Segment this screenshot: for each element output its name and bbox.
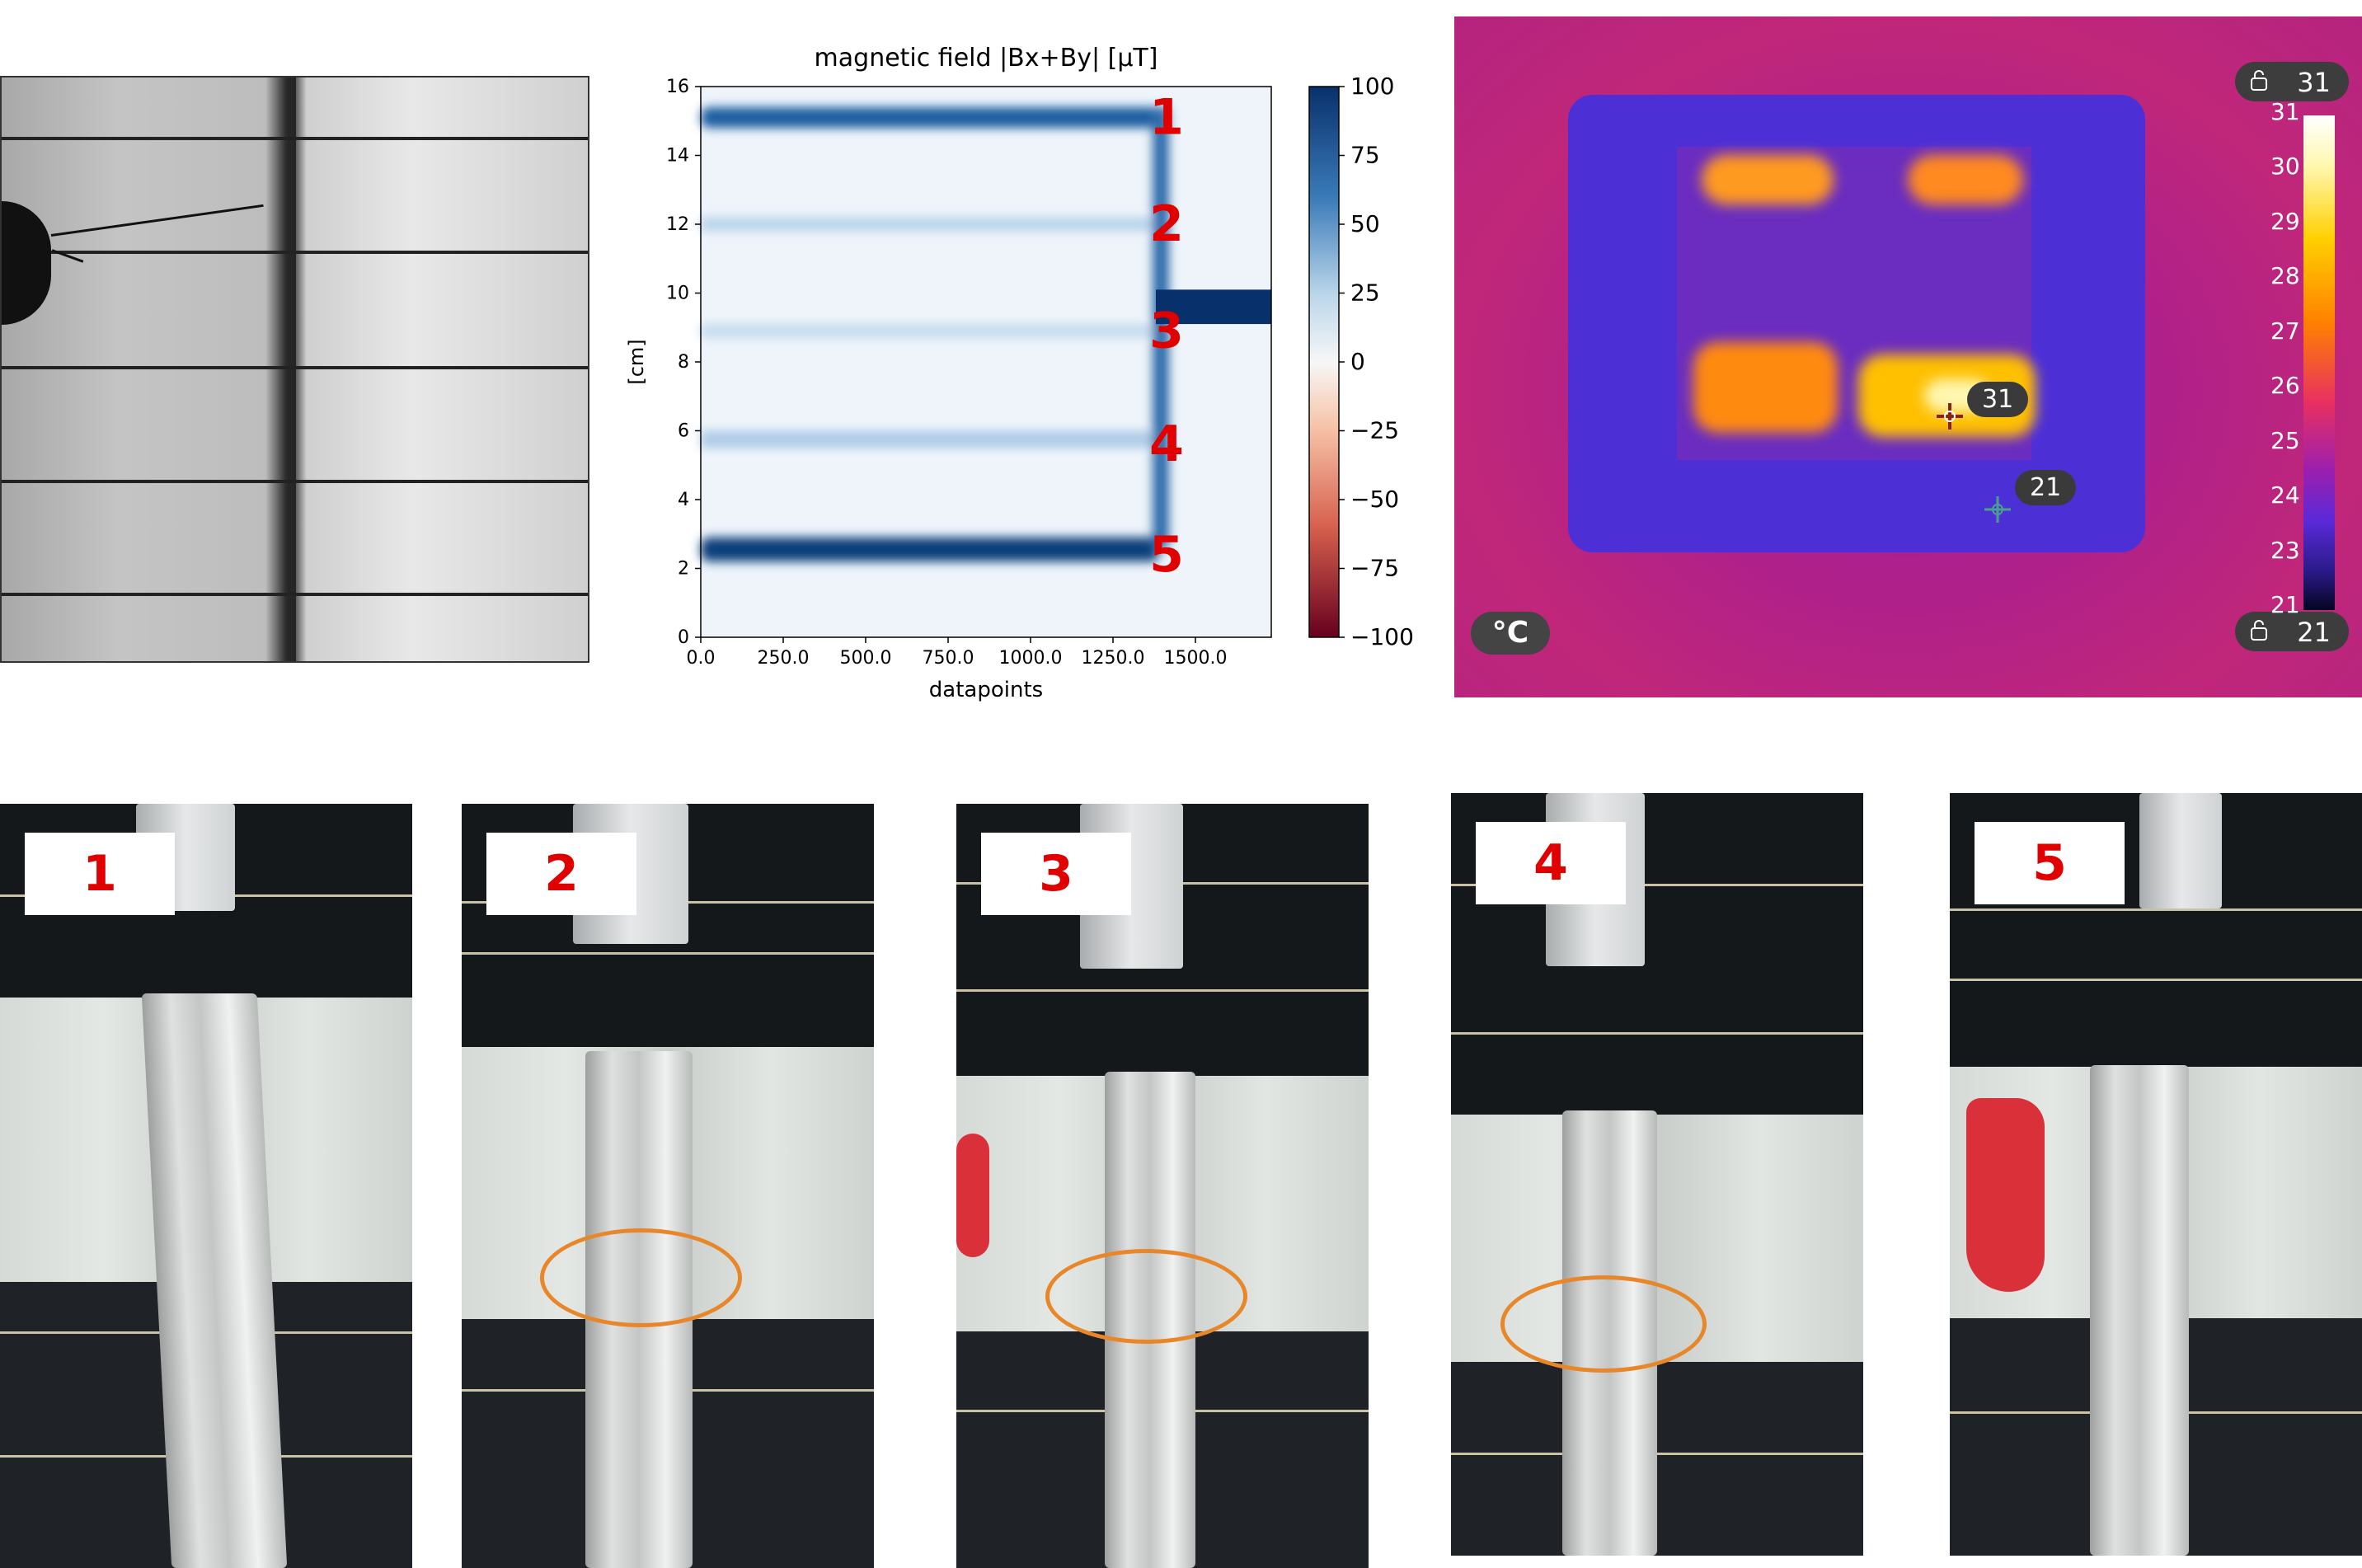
x-tick-label: 1500.0	[1164, 648, 1228, 669]
busbar-line	[2, 137, 588, 140]
colorbar-tick-label: −50	[1350, 486, 1399, 513]
position-marker-1: 1	[1149, 89, 1184, 147]
y-tick-label: 4	[678, 490, 689, 510]
plot-area	[700, 86, 1272, 638]
scale-label: 29	[2270, 207, 2300, 235]
heatmap-band	[701, 537, 1159, 562]
scale-label: 25	[2270, 426, 2300, 454]
micrograph-5: 5	[1950, 793, 2362, 1556]
micrograph-1: 1	[0, 804, 412, 1568]
electroluminescence-image	[0, 76, 589, 663]
micrograph-label: 2	[486, 833, 636, 915]
cold-spot-temperature: 21	[2015, 470, 2077, 505]
y-tick-label: 2	[678, 559, 689, 580]
dark-defect-area	[2, 201, 51, 325]
x-tick-label: 250.0	[758, 648, 810, 669]
heatmap-band	[1153, 107, 1169, 548]
max-temperature-lock[interactable]: 31	[2235, 62, 2349, 101]
micrograph-label: 3	[981, 833, 1131, 915]
x-axis: 0.0 250.0 500.0 750.0 1000.0 1250.0 1500.0	[687, 637, 1228, 669]
heatmap-band	[701, 107, 1159, 129]
x-tick-label: 500.0	[840, 648, 892, 669]
hot-crosshair-icon	[1937, 403, 1963, 430]
cell-divider	[288, 77, 296, 661]
heatmap-field	[701, 107, 1169, 562]
position-marker-2: 2	[1149, 195, 1184, 253]
hot-spot-region	[1702, 155, 1834, 204]
y-tick-label: 12	[666, 214, 689, 235]
thermal-image: 31 21 31 21 31 30 29 28 27 26 25 24 23 21 °C	[1454, 16, 2362, 697]
defect-highlight-ellipse	[1500, 1275, 1707, 1373]
red-marker	[956, 1134, 989, 1257]
unit-toggle-button[interactable]: °C	[1471, 612, 1550, 655]
micrograph-3: 3	[956, 804, 1369, 1568]
x-axis-label: datapoints	[929, 678, 1043, 702]
heatmap-band	[701, 217, 1159, 232]
red-marker	[1966, 1098, 2045, 1292]
colorbar: 100 75 50 25 0 −25 −50 −75 −100	[1308, 73, 1414, 650]
hot-spot-region	[1693, 342, 1838, 433]
y-tick-label: 16	[666, 77, 689, 97]
lock-icon	[2251, 620, 2267, 641]
max-temperature-value: 31	[2297, 67, 2331, 98]
scale-label: 30	[2270, 153, 2300, 181]
micrograph-label: 5	[1975, 822, 2125, 904]
colorbar-tick-label: 50	[1350, 210, 1380, 237]
crack-line	[50, 204, 264, 237]
colorbar-tick-label: −75	[1350, 555, 1399, 582]
colorbar-tick-label: −25	[1350, 417, 1399, 444]
defect-highlight-ellipse	[1045, 1249, 1247, 1344]
heatmap-band	[701, 430, 1159, 448]
y-axis-label: [cm]	[625, 339, 648, 384]
heatmap-band	[701, 324, 1159, 338]
y-tick-label: 6	[678, 421, 689, 442]
busbar-line	[2, 480, 588, 483]
x-tick-label: 750.0	[923, 648, 974, 669]
hot-spot-temperature: 31	[1967, 382, 2029, 417]
position-marker-4: 4	[1149, 415, 1184, 473]
micrograph-label: 1	[25, 833, 175, 915]
marker-layer: 1 2 3 4 5	[1149, 89, 1184, 584]
y-tick-label: 14	[666, 146, 689, 167]
busbar-line	[2, 366, 588, 369]
y-tick-label: 0	[678, 627, 689, 648]
scale-label: 31	[2270, 98, 2300, 125]
x-tick-label: 1250.0	[1082, 648, 1145, 669]
y-tick-label: 10	[666, 284, 689, 304]
busbar-line	[2, 251, 588, 254]
y-axis: 0 2 4 6 8 10 12 14 16	[666, 77, 701, 648]
colorbar-tick-label: −100	[1350, 623, 1414, 650]
scale-label: 27	[2270, 317, 2300, 345]
colorbar-tick-label: 25	[1350, 279, 1380, 307]
colorbar-tick-label: 0	[1350, 348, 1365, 375]
scale-label: 21	[2270, 591, 2300, 618]
scale-label: 24	[2270, 481, 2300, 509]
scale-label: 23	[2270, 536, 2300, 564]
min-temperature-value: 21	[2297, 617, 2331, 648]
hot-spot-region	[1908, 155, 2023, 204]
colorbar-tick-label: 100	[1350, 73, 1394, 100]
colorbar-gradient	[1308, 86, 1340, 638]
busbar-line	[2, 593, 588, 596]
scale-label: 26	[2270, 372, 2300, 400]
y-tick-label: 8	[678, 352, 689, 373]
scale-label: 28	[2270, 262, 2300, 290]
defect-highlight-ellipse	[540, 1228, 742, 1327]
colorbar-tick-label: 75	[1350, 142, 1380, 169]
position-marker-5: 5	[1149, 526, 1184, 584]
x-tick-label: 0.0	[687, 648, 716, 669]
cold-crosshair-icon	[1984, 496, 2011, 523]
micrograph-2: 2	[462, 804, 874, 1568]
chart-title: magnetic field |Bx+By| [μT]	[815, 44, 1158, 73]
x-tick-label: 1000.0	[999, 648, 1063, 669]
micrograph-4: 4	[1451, 793, 1863, 1556]
heatmap-band	[1156, 289, 1271, 325]
position-marker-3: 3	[1149, 302, 1184, 359]
lock-icon	[2251, 70, 2267, 91]
min-temperature-lock[interactable]: 21	[2235, 612, 2349, 651]
temperature-color-scale	[2303, 115, 2335, 610]
micrograph-label: 4	[1476, 822, 1626, 904]
